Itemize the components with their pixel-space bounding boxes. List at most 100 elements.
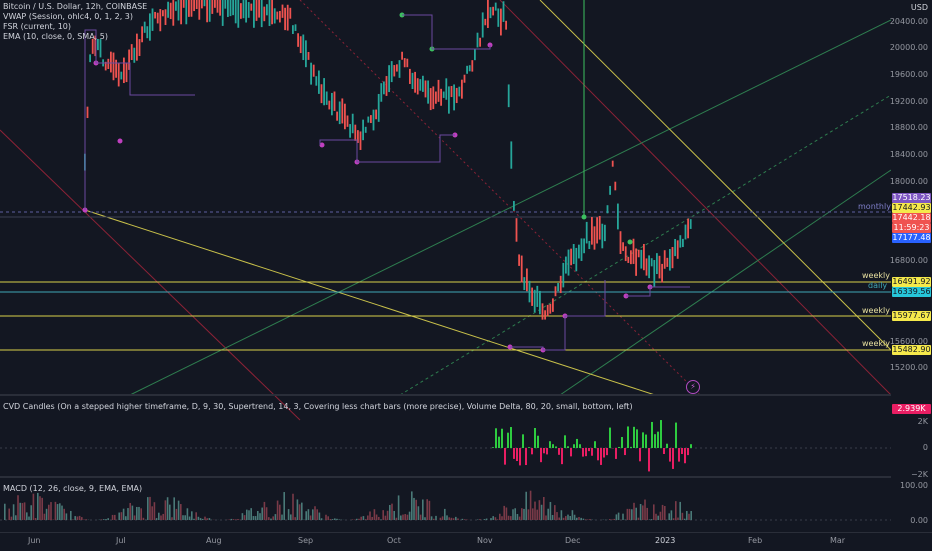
candle [284,8,286,30]
price-tick: 19200.00 [890,97,928,106]
candle [414,72,416,93]
candle [430,88,432,110]
macd-bar [279,505,281,520]
time-axis[interactable]: Jun Jul Aug Sep Oct Nov Dec 2023 Feb Mar [0,532,932,551]
macd-bar [622,514,624,520]
macd-bar [451,518,453,520]
candle [232,0,234,15]
macd-bar [138,507,140,520]
candle [664,250,666,269]
macd-bar [103,519,105,520]
macd-bar [374,509,376,520]
macd-bar [400,516,402,520]
cvd-bar [624,448,626,455]
candle [425,80,427,97]
macd-bar [63,509,65,520]
macd-bar [523,509,525,520]
cvd-bar [558,448,560,455]
candle [510,141,512,168]
macd-bar [17,495,19,520]
macd-bar [563,518,565,520]
macd-bar [277,501,279,520]
cvd-tick: −2K [911,470,928,479]
candle [157,13,159,24]
macd-bar [338,519,340,520]
legend-fsr[interactable]: FSR (current, 10) [3,22,71,32]
macd-bar [244,515,246,520]
price-tag-ema: 17177.48 [892,233,931,243]
macd-bar [631,509,633,520]
macd-bar [545,515,547,520]
macd-bar [547,509,549,520]
candle [183,0,185,8]
candle [432,86,434,109]
macd-bar [613,519,615,520]
candle [328,101,330,110]
macd-bar [165,500,167,520]
candle [588,241,590,249]
macd-bar [182,515,184,520]
legend-macd[interactable]: MACD (12, 26, close, 9, EMA, EMA) [3,484,142,494]
candle [326,91,328,104]
price-axis[interactable]: USD 20400.00 20000.00 19600.00 19200.00 … [891,0,932,532]
cvd-bar [594,441,596,448]
cvd-bar [660,420,662,448]
candle [648,255,650,278]
macd-bar [541,505,543,520]
macd-bar [70,511,72,520]
macd-bar [325,515,327,520]
macd-bar [484,519,486,520]
macd-bar [191,511,193,520]
candle [479,38,481,47]
macd-bar [292,494,294,520]
legend-cvd[interactable]: CVD Candles (On a stepped higher timefra… [3,402,633,412]
legend-vwap[interactable]: VWAP (Session, ohlc4, 0, 1, 2, 3) [3,12,133,22]
macd-bar [151,506,153,520]
macd-bar [198,517,200,520]
candle [508,84,510,107]
candle [271,0,273,24]
candle [406,59,408,67]
legend-symbol[interactable]: Bitcoin / U.S. Dollar, 12h, COINBASE [3,2,147,12]
candle [497,8,499,26]
cvd-bar [585,448,587,456]
macd-bar [189,516,191,520]
macd-bar [270,519,272,520]
macd-bar [101,519,103,520]
macd-bar [167,497,169,520]
macd-bar [583,519,585,520]
candle [107,59,109,69]
cvd-bar [540,448,542,462]
macd-bar [567,515,569,520]
macd-bar [640,504,642,520]
macd-bar [246,510,248,520]
cvd-tick: 2K [918,417,928,426]
macd-bar [26,512,28,520]
candle [638,250,640,258]
lightning-icon[interactable]: ⚡ [686,380,700,394]
candle [209,0,211,22]
price-tick: 16800.00 [890,256,928,265]
macd-bar [257,511,259,520]
legend-ema[interactable]: EMA (10, close, 0, SMA, 5) [3,32,108,42]
cvd-bar [516,448,518,461]
cvd-bar [588,448,590,451]
macd-bar [259,513,261,520]
macd-bar [81,517,83,520]
candle [492,7,494,16]
candle [175,1,177,10]
chart-canvas[interactable] [0,0,891,532]
candle [412,73,414,89]
macd-bar [72,519,74,520]
candle [544,310,546,319]
macd-bar [413,498,415,520]
cvd-bar [555,446,557,448]
candle [661,264,663,283]
candle [146,26,148,38]
cvd-bar [675,423,677,448]
candle [341,98,343,123]
macd-bar [290,514,292,520]
macd-bar [294,517,296,520]
macd-bar [356,519,358,520]
candle [136,34,138,61]
